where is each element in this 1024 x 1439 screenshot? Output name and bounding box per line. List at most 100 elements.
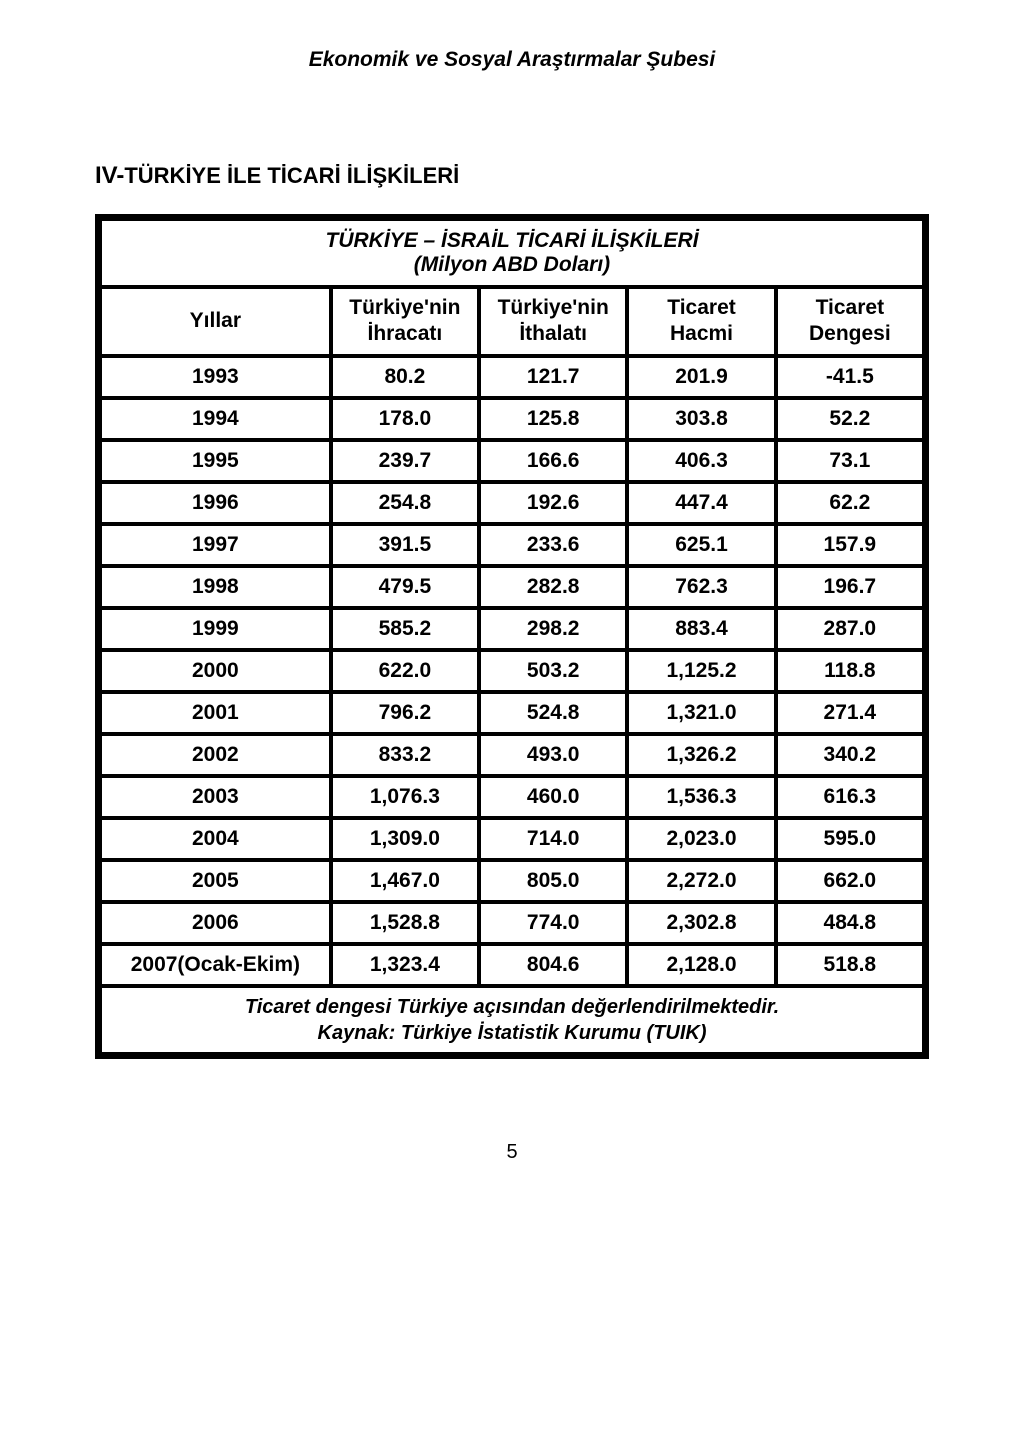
cell-denge: 118.8: [776, 650, 924, 692]
cell-ihracat: 1,323.4: [331, 944, 479, 986]
table-row: 2002833.2493.01,326.2340.2: [100, 734, 924, 776]
cell-year: 2004: [100, 818, 331, 860]
cell-denge: 287.0: [776, 608, 924, 650]
cell-year: 2003: [100, 776, 331, 818]
table-title-row: TÜRKİYE – İSRAİL TİCARİ İLİŞKİLERİ (Mily…: [100, 219, 924, 287]
cell-ithalat: 298.2: [479, 608, 627, 650]
cell-denge: 340.2: [776, 734, 924, 776]
cell-hacim: 1,321.0: [627, 692, 775, 734]
cell-year: 1994: [100, 398, 331, 440]
cell-year: 2001: [100, 692, 331, 734]
col-header-hacmi: Ticaret Hacmi: [627, 287, 775, 356]
table-row: 1996254.8192.6447.462.2: [100, 482, 924, 524]
cell-denge: 73.1: [776, 440, 924, 482]
cell-ihracat: 1,467.0: [331, 860, 479, 902]
cell-ihracat: 1,309.0: [331, 818, 479, 860]
table-row: 1998479.5282.8762.3196.7: [100, 566, 924, 608]
footnote-line1: Ticaret dengesi Türkiye açısından değerl…: [245, 996, 779, 1018]
col-header-hacmi-l2: Hacmi: [670, 322, 733, 345]
cell-hacim: 201.9: [627, 356, 775, 398]
cell-year: 1997: [100, 524, 331, 566]
cell-ithalat: 503.2: [479, 650, 627, 692]
cell-denge: 616.3: [776, 776, 924, 818]
cell-ithalat: 192.6: [479, 482, 627, 524]
cell-ithalat: 805.0: [479, 860, 627, 902]
cell-ihracat: 1,076.3: [331, 776, 479, 818]
col-header-ihracati-l1: Türkiye'nin: [349, 296, 460, 319]
cell-ihracat: 254.8: [331, 482, 479, 524]
table-row: 2000622.0503.21,125.2118.8: [100, 650, 924, 692]
col-header-ithalati-l1: Türkiye'nin: [498, 296, 609, 319]
cell-denge: 157.9: [776, 524, 924, 566]
cell-year: 2002: [100, 734, 331, 776]
page-number: 5: [95, 1141, 929, 1164]
cell-ithalat: 166.6: [479, 440, 627, 482]
cell-denge: 62.2: [776, 482, 924, 524]
table-title-line2: (Milyon ABD Doları): [108, 253, 916, 277]
cell-year: 1998: [100, 566, 331, 608]
cell-denge: 595.0: [776, 818, 924, 860]
col-header-hacmi-l1: Ticaret: [667, 296, 736, 319]
cell-year: 2006: [100, 902, 331, 944]
cell-ithalat: 233.6: [479, 524, 627, 566]
table-row: 1994178.0125.8303.852.2: [100, 398, 924, 440]
cell-ihracat: 833.2: [331, 734, 479, 776]
cell-hacim: 406.3: [627, 440, 775, 482]
trade-relations-table: TÜRKİYE – İSRAİL TİCARİ İLİŞKİLERİ (Mily…: [95, 214, 929, 1059]
col-header-ihracati: Türkiye'nin İhracatı: [331, 287, 479, 356]
col-header-ithalati-l2: İthalatı: [519, 322, 587, 345]
cell-ihracat: 239.7: [331, 440, 479, 482]
cell-ithalat: 493.0: [479, 734, 627, 776]
document-page: Ekonomik ve Sosyal Araştırmalar Şubesi I…: [0, 0, 1024, 1439]
document-header: Ekonomik ve Sosyal Araştırmalar Şubesi: [95, 48, 929, 72]
cell-year: 1995: [100, 440, 331, 482]
cell-ithalat: 714.0: [479, 818, 627, 860]
cell-hacim: 303.8: [627, 398, 775, 440]
cell-year: 2005: [100, 860, 331, 902]
cell-ithalat: 125.8: [479, 398, 627, 440]
cell-ithalat: 804.6: [479, 944, 627, 986]
cell-hacim: 1,125.2: [627, 650, 775, 692]
col-header-dengesi-l2: Dengesi: [809, 322, 891, 345]
cell-denge: 662.0: [776, 860, 924, 902]
col-header-ithalati: Türkiye'nin İthalatı: [479, 287, 627, 356]
cell-denge: 196.7: [776, 566, 924, 608]
table-row: 20061,528.8774.02,302.8484.8: [100, 902, 924, 944]
cell-ihracat: 479.5: [331, 566, 479, 608]
col-header-dengesi: Ticaret Dengesi: [776, 287, 924, 356]
cell-hacim: 1,326.2: [627, 734, 775, 776]
cell-ihracat: 178.0: [331, 398, 479, 440]
table-title-line1: TÜRKİYE – İSRAİL TİCARİ İLİŞKİLERİ: [108, 229, 916, 253]
cell-hacim: 2,272.0: [627, 860, 775, 902]
col-header-dengesi-l1: Ticaret: [816, 296, 885, 319]
section-roman: IV-: [95, 162, 124, 189]
col-header-yillar: Yıllar: [100, 287, 331, 356]
cell-ithalat: 282.8: [479, 566, 627, 608]
cell-ihracat: 391.5: [331, 524, 479, 566]
cell-ithalat: 774.0: [479, 902, 627, 944]
table-row: 20041,309.0714.02,023.0595.0: [100, 818, 924, 860]
cell-hacim: 883.4: [627, 608, 775, 650]
cell-denge: 52.2: [776, 398, 924, 440]
cell-year: 1999: [100, 608, 331, 650]
table-row: 1997391.5233.6625.1157.9: [100, 524, 924, 566]
cell-ihracat: 796.2: [331, 692, 479, 734]
table-footnote-row: Ticaret dengesi Türkiye açısından değerl…: [100, 986, 924, 1054]
table-row: 2001796.2524.81,321.0271.4: [100, 692, 924, 734]
cell-ithalat: 460.0: [479, 776, 627, 818]
table-row: 20031,076.3460.01,536.3616.3: [100, 776, 924, 818]
cell-denge: 518.8: [776, 944, 924, 986]
cell-ihracat: 585.2: [331, 608, 479, 650]
cell-hacim: 625.1: [627, 524, 775, 566]
section-title-text: TÜRKİYE İLE TİCARİ İLİŞKİLERİ: [124, 163, 459, 188]
table-row: 20051,467.0805.02,272.0662.0: [100, 860, 924, 902]
table-header-row: Yıllar Türkiye'nin İhracatı Türkiye'nin …: [100, 287, 924, 356]
cell-ihracat: 80.2: [331, 356, 479, 398]
cell-ithalat: 121.7: [479, 356, 627, 398]
cell-hacim: 1,536.3: [627, 776, 775, 818]
table-footnote-cell: Ticaret dengesi Türkiye açısından değerl…: [100, 986, 924, 1054]
cell-year: 2007(Ocak-Ekim): [100, 944, 331, 986]
cell-denge: 271.4: [776, 692, 924, 734]
cell-ihracat: 1,528.8: [331, 902, 479, 944]
cell-hacim: 2,128.0: [627, 944, 775, 986]
